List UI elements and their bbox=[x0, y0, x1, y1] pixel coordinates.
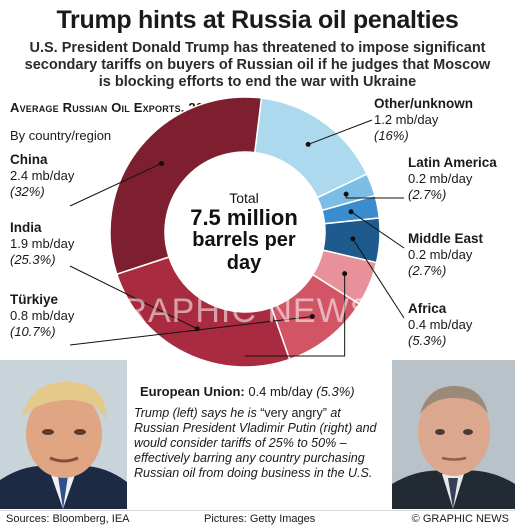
label-turkiye: Türkiye 0.8 mb/day (10.7%) bbox=[10, 292, 74, 340]
label-china-value: 2.4 mb/day bbox=[10, 168, 75, 183]
label-china-name: China bbox=[10, 152, 48, 167]
label-european-union: European Union: 0.4 mb/day (5.3%) bbox=[140, 384, 355, 399]
footer-sources: Sources: Bloomberg, IEA bbox=[6, 513, 130, 525]
footer: Sources: Bloomberg, IEA Pictures: Getty … bbox=[0, 510, 515, 528]
slice-india bbox=[115, 256, 291, 368]
leader-line bbox=[307, 119, 373, 145]
label-africa-name: Africa bbox=[408, 301, 447, 316]
leader-line bbox=[69, 162, 162, 207]
caption-quote: “very angry” bbox=[260, 406, 327, 420]
label-africa: Africa 0.4 mb/day (5.3%) bbox=[408, 301, 472, 349]
label-other-percent: (16%) bbox=[374, 128, 409, 143]
total-unit: barrels per day bbox=[192, 229, 296, 274]
total-value: 7.5 million bbox=[190, 205, 298, 230]
label-china: China 2.4 mb/day (32%) bbox=[10, 152, 74, 200]
label-latin-america-value: 0.2 mb/day bbox=[408, 171, 473, 186]
label-latin-america: Latin America 0.2 mb/day (2.7%) bbox=[408, 155, 498, 203]
footer-pictures: Pictures: Getty Images bbox=[204, 513, 316, 525]
label-latin-america-percent: (2.7%) bbox=[408, 187, 447, 202]
label-middle-east: Middle East 0.2 mb/day (2.7%) bbox=[408, 231, 483, 279]
photo-trump bbox=[0, 360, 127, 509]
label-india-percent: (25.3%) bbox=[10, 252, 56, 267]
label-africa-percent: (5.3%) bbox=[408, 333, 447, 348]
chart-title: Average Russian Oil Exports, 2024 bbox=[10, 100, 219, 115]
leader-line bbox=[69, 315, 313, 346]
label-china-percent: (32%) bbox=[10, 184, 45, 199]
label-africa-value: 0.4 mb/day bbox=[408, 317, 473, 332]
label-india-name: India bbox=[10, 220, 42, 235]
label-eu-name: European Union: bbox=[140, 384, 245, 399]
label-eu-percent: (5.3%) bbox=[316, 384, 355, 399]
label-other-value: 1.2 mb/day bbox=[374, 112, 439, 127]
label-latin-america-name: Latin America bbox=[408, 155, 497, 170]
standfirst: U.S. President Donald Trump has threaten… bbox=[24, 40, 491, 90]
label-turkiye-percent: (10.7%) bbox=[10, 324, 56, 339]
label-turkiye-name: Türkiye bbox=[10, 292, 59, 307]
label-india: India 1.9 mb/day (25.3%) bbox=[10, 220, 74, 268]
label-middle-east-percent: (2.7%) bbox=[408, 263, 447, 278]
label-middle-east-name: Middle East bbox=[408, 231, 484, 246]
caption: Trump (left) says he is “very angry” at … bbox=[134, 406, 384, 481]
leader-line bbox=[69, 265, 198, 330]
footer-copyright: © GRAPHIC NEWS bbox=[411, 513, 509, 525]
label-turkiye-value: 0.8 mb/day bbox=[10, 308, 75, 323]
leader-line bbox=[352, 238, 405, 319]
leader-line bbox=[350, 211, 405, 249]
leader-line bbox=[345, 194, 404, 199]
label-eu-value: 0.4 mb/day bbox=[248, 384, 313, 399]
leader-line bbox=[245, 273, 346, 357]
slice-china bbox=[109, 96, 263, 276]
photo-putin bbox=[392, 360, 515, 509]
caption-part-c: at Russian President Vladimir Putin (rig… bbox=[134, 406, 377, 480]
label-other: Other/unknown 1.2 mb/day (16%) bbox=[374, 96, 473, 144]
chart-subtitle: By country/region bbox=[10, 128, 112, 143]
donut-center: Total 7.5 million barrels per day bbox=[183, 190, 305, 275]
total-label: Total bbox=[229, 190, 259, 206]
label-middle-east-value: 0.2 mb/day bbox=[408, 247, 473, 262]
label-other-name: Other/unknown bbox=[374, 96, 473, 111]
leader-lines bbox=[69, 119, 405, 357]
headline: Trump hints at Russia oil penalties bbox=[56, 6, 459, 34]
label-india-value: 1.9 mb/day bbox=[10, 236, 75, 251]
caption-part-a: Trump (left) says he is bbox=[134, 406, 261, 420]
